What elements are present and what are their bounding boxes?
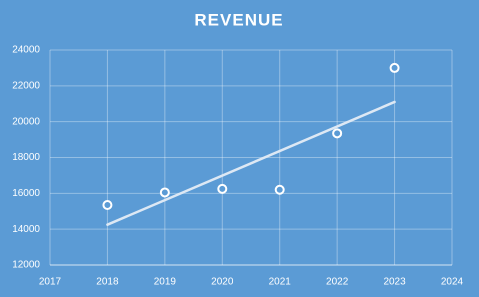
y-tick-label: 24000 [12, 45, 40, 56]
point [217, 183, 228, 194]
y-tick-label: 14000 [12, 224, 40, 235]
chart-title: REVENUE [194, 10, 283, 29]
point [102, 199, 113, 210]
point [389, 62, 400, 73]
trendline [106, 100, 396, 226]
y-tick-label: 20000 [12, 116, 40, 127]
x-tick-label: 2019 [154, 277, 177, 288]
x-tick-label: 2018 [96, 277, 119, 288]
y-tick-label: 12000 [12, 260, 40, 271]
point [274, 184, 285, 195]
y-tick-label: 22000 [12, 80, 40, 91]
point [332, 128, 343, 139]
x-tick-label: 2021 [269, 277, 292, 288]
y-tick-label: 16000 [12, 188, 40, 199]
point [159, 187, 170, 198]
x-tick-label: 2024 [441, 277, 464, 288]
x-tick-label: 2023 [383, 277, 406, 288]
x-tick-label: 2022 [326, 277, 349, 288]
x-tick-label: 2020 [211, 277, 234, 288]
x-tick-label: 2017 [39, 277, 62, 288]
y-tick-label: 18000 [12, 152, 40, 163]
